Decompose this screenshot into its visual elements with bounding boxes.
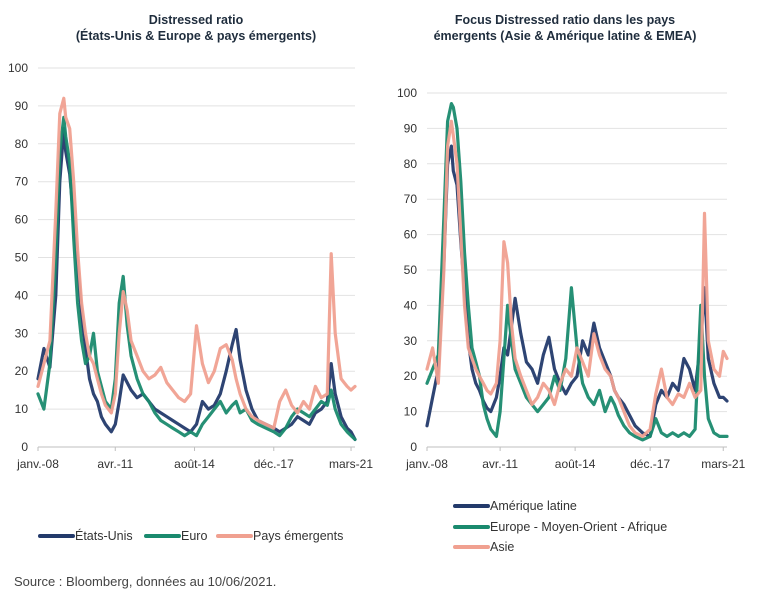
chart-1-series-line-2 xyxy=(425,119,729,438)
chart-1-y-tick-label: 70 xyxy=(404,192,418,206)
chart-0-y-tick-label: 0 xyxy=(21,440,28,454)
chart-1-y-tick-label: 0 xyxy=(410,440,417,454)
chart-0-y-tick-label: 50 xyxy=(15,251,29,265)
chart-0-y-tick-label: 70 xyxy=(15,175,29,189)
chart-1-y-tick-label: 40 xyxy=(404,298,418,312)
chart-1-y-tick-label: 20 xyxy=(404,369,418,383)
chart-0-x-tick-label: avr.-11 xyxy=(97,457,133,471)
chart-1-x-tick-label: déc.-17 xyxy=(630,457,670,471)
chart-1-legend-label-2: Asie xyxy=(490,540,514,554)
chart-1-y-tick-label: 60 xyxy=(404,228,418,242)
chart-1-x-tick-label: août-14 xyxy=(555,457,596,471)
chart-0-series-line-1 xyxy=(36,115,357,441)
chart-0-x-tick-label: mars-21 xyxy=(329,457,373,471)
chart-1-x-tick-label: mars-21 xyxy=(701,457,745,471)
chart-1-y-tick-label: 90 xyxy=(404,121,418,135)
chart-1-series-line-0 xyxy=(425,144,729,438)
chart-0-x-tick-label: déc.-17 xyxy=(254,457,294,471)
chart-1-x-tick-label: avr.-11 xyxy=(482,457,518,471)
chart-0-y-tick-label: 20 xyxy=(15,364,29,378)
chart-1-y-tick-label: 30 xyxy=(404,334,418,348)
chart-0-legend-label-0: États-Unis xyxy=(75,528,133,543)
source-note: Source : Bloomberg, données au 10/06/202… xyxy=(14,574,277,589)
chart-0-y-tick-label: 10 xyxy=(15,402,29,416)
chart-1-series-line-1 xyxy=(425,102,729,442)
chart-1-y-tick-label: 10 xyxy=(404,405,418,419)
chart-0-series-line-2 xyxy=(36,96,357,430)
chart-0-y-tick-label: 90 xyxy=(15,99,29,113)
chart-0-y-tick-label: 60 xyxy=(15,213,29,227)
chart-1-legend-label-1: Europe - Moyen-Orient - Afrique xyxy=(490,520,667,534)
chart-1-legend-label-0: Amérique latine xyxy=(490,499,577,513)
chart-1-title: Focus Distressed ratio dans les pays xyxy=(455,13,675,27)
chart-1-y-tick-label: 80 xyxy=(404,157,418,171)
chart-1-y-tick-label: 50 xyxy=(404,263,418,277)
chart-0-y-tick-label: 100 xyxy=(8,61,28,75)
chart-0-title: Distressed ratio xyxy=(149,13,244,27)
chart-1-title-line2: émergents (Asie & Amérique latine & EMEA… xyxy=(434,29,697,43)
distressed-ratio-charts: Distressed ratio(États-Unis & Europe & p… xyxy=(8,13,746,554)
chart-0-y-tick-label: 80 xyxy=(15,137,29,151)
chart-0-series-line-0 xyxy=(36,127,357,441)
chart-1-x-tick-label: janv.-08 xyxy=(405,457,448,471)
chart-0-y-tick-label: 30 xyxy=(15,326,29,340)
chart-0-title-line2: (États-Unis & Europe & pays émergents) xyxy=(76,28,316,43)
chart-0-y-tick-label: 40 xyxy=(15,288,29,302)
chart-0-x-tick-label: janv.-08 xyxy=(16,457,59,471)
chart-1-y-tick-label: 100 xyxy=(397,86,417,100)
chart-0-legend-label-1: Euro xyxy=(181,529,207,543)
chart-0-legend-label-2: Pays émergents xyxy=(253,529,343,543)
chart-0-x-tick-label: août-14 xyxy=(174,457,215,471)
